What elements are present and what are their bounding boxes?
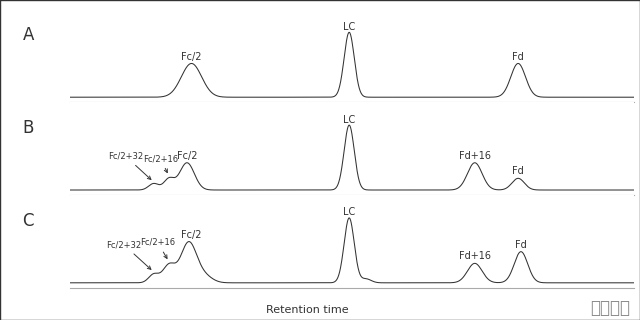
Text: Fc/2: Fc/2 [181, 230, 202, 240]
Text: Fc/2+32: Fc/2+32 [108, 152, 151, 180]
Text: LC: LC [343, 207, 355, 217]
Text: LC: LC [343, 115, 355, 124]
Text: 倍筒生物: 倍筒生物 [590, 299, 630, 317]
Text: Fd+16: Fd+16 [459, 151, 491, 161]
Text: Fd: Fd [515, 240, 527, 250]
Text: A: A [22, 26, 34, 44]
Text: Fc/2+16: Fc/2+16 [143, 154, 178, 172]
Text: Fc/2+16: Fc/2+16 [140, 238, 175, 259]
X-axis label: Retention time: Retention time [266, 305, 348, 315]
Text: Fd: Fd [512, 166, 524, 176]
Text: Fc/2+32: Fc/2+32 [106, 240, 151, 269]
Text: Fc/2: Fc/2 [181, 52, 202, 61]
Text: C: C [22, 212, 34, 230]
Text: Fd: Fd [512, 52, 524, 61]
Text: B: B [22, 119, 34, 137]
Text: Fc/2: Fc/2 [177, 151, 197, 161]
Text: LC: LC [343, 22, 355, 32]
Text: Fd+16: Fd+16 [459, 252, 491, 261]
